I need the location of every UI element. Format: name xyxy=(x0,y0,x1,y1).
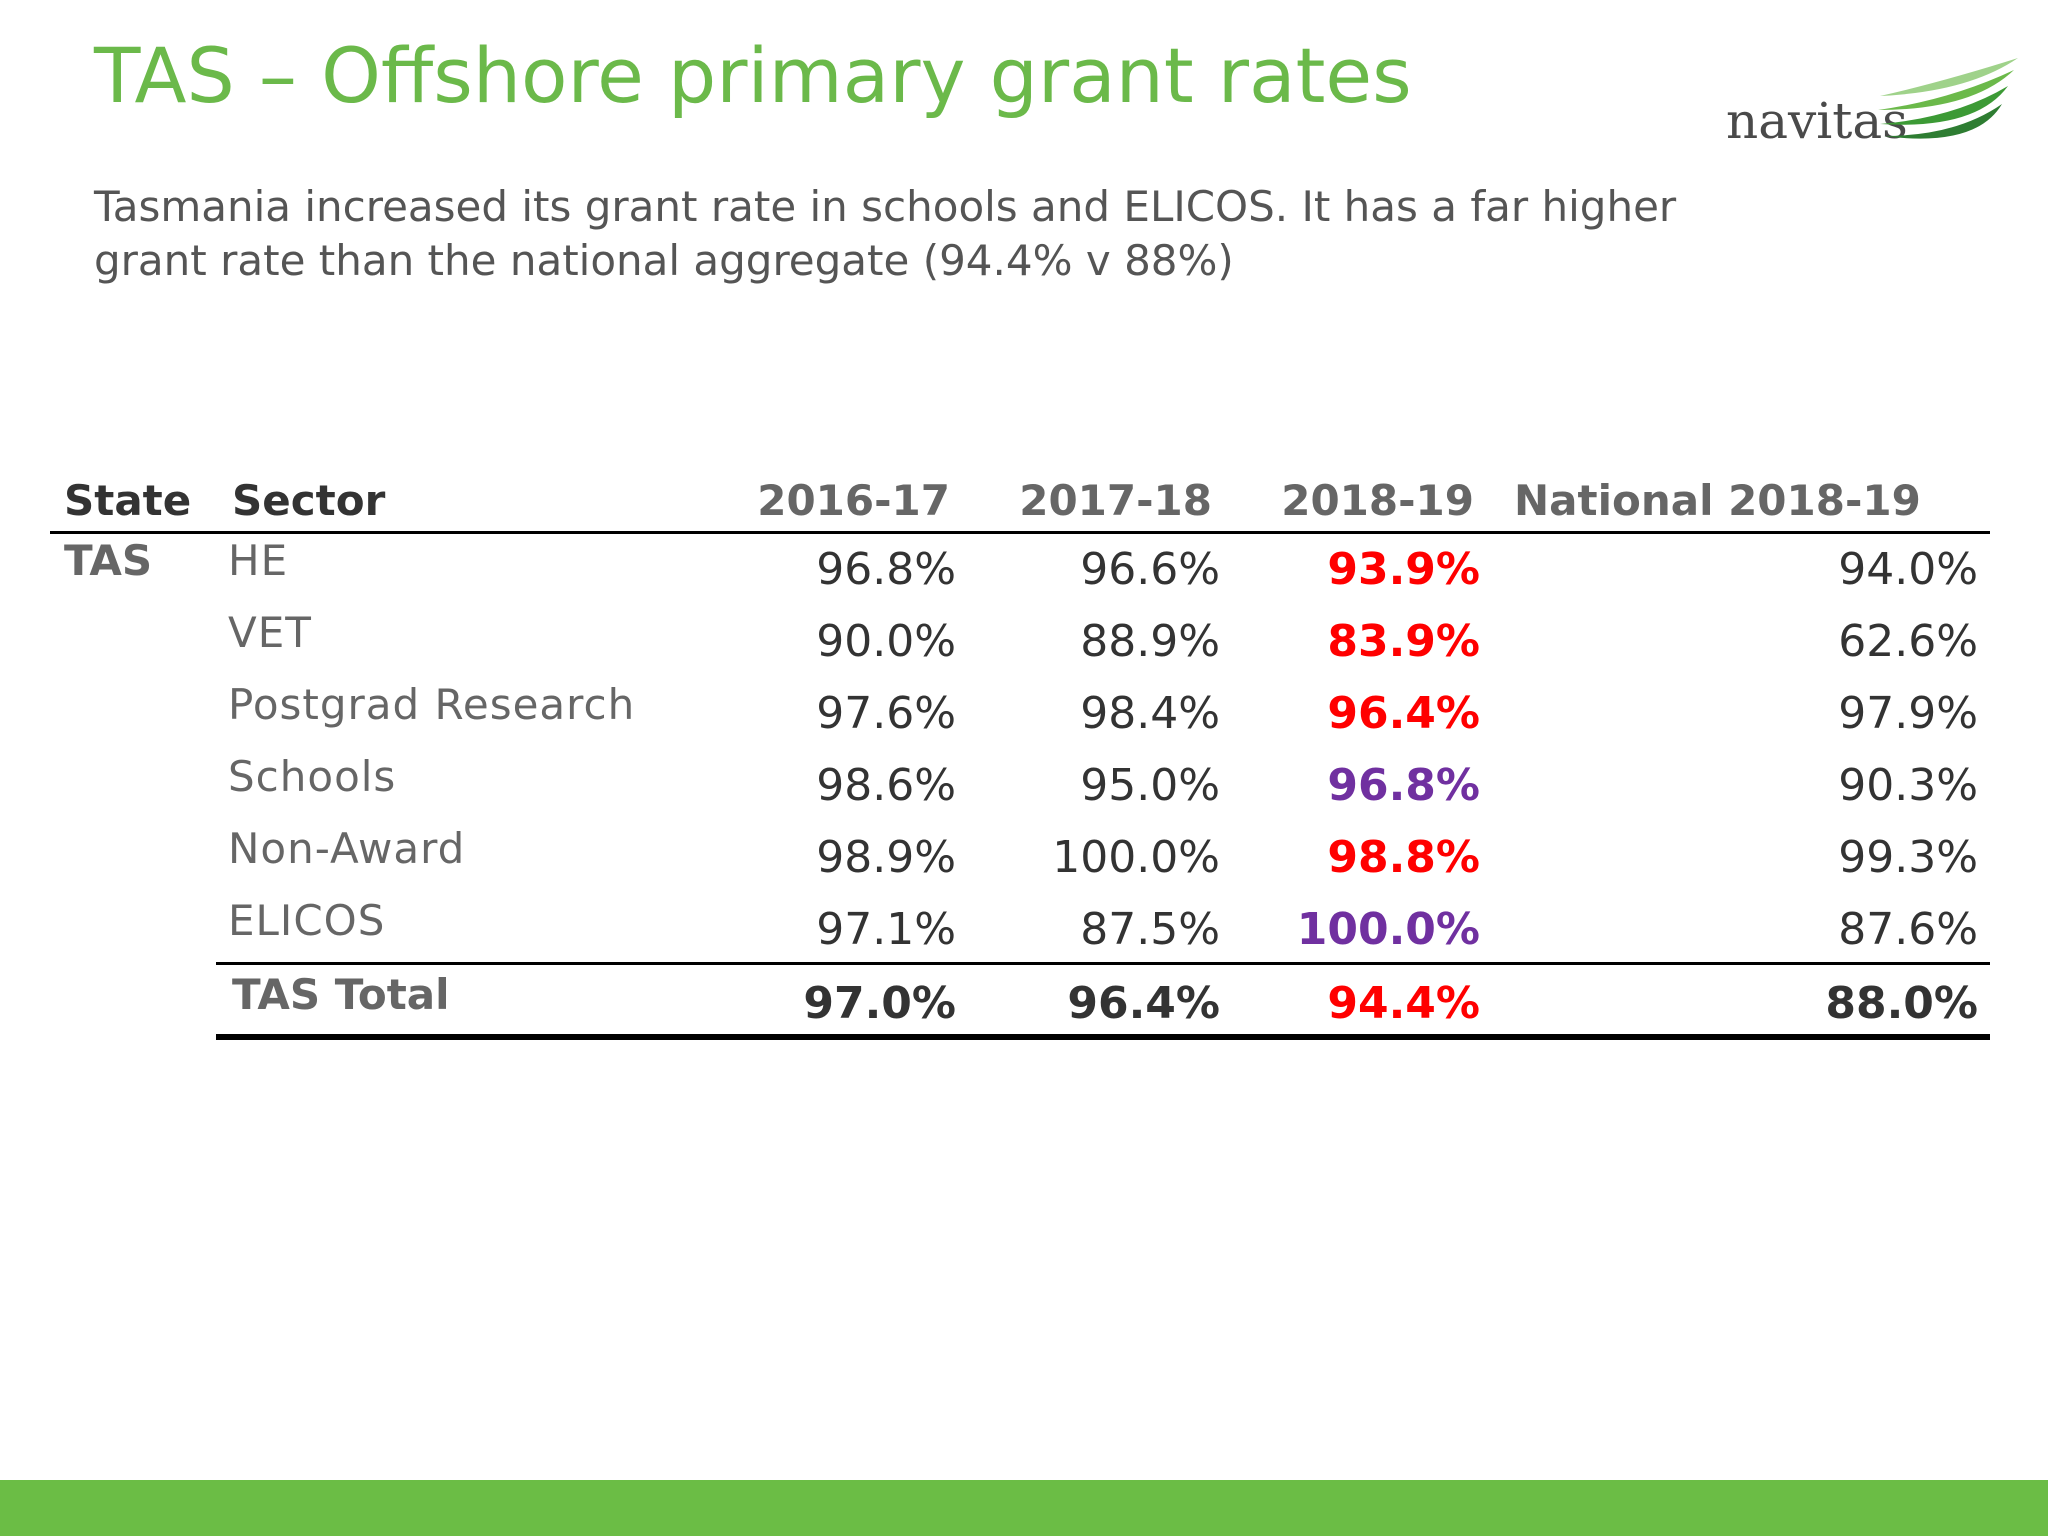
subtitle-line: Tasmania increased its grant rate in sch… xyxy=(94,182,1677,231)
rate-national: 99.3% xyxy=(1838,832,1978,883)
rate-2018-19: 100.0% xyxy=(1296,904,1480,955)
total-label: TAS Total xyxy=(232,970,450,1019)
navitas-swoosh-icon xyxy=(1878,58,2018,139)
rate-2018-19: 93.9% xyxy=(1327,544,1480,595)
navitas-logo: navitas xyxy=(1722,52,2022,152)
rate-2017-18: 88.9% xyxy=(1080,616,1220,667)
rate-2018-19: 96.4% xyxy=(1327,688,1480,739)
rate-2018-19: 83.9% xyxy=(1327,616,1480,667)
header-rule xyxy=(50,531,1990,534)
rate-national: 94.0% xyxy=(1838,544,1978,595)
header-state: State xyxy=(64,476,192,525)
rate-national: 87.6% xyxy=(1838,904,1978,955)
slide-subtitle: Tasmania increased its grant rate in sch… xyxy=(94,180,1954,288)
rate-2017-18: 96.6% xyxy=(1080,544,1220,595)
subtitle-line: grant rate than the national aggregate (… xyxy=(94,236,1234,285)
logo-text: navitas xyxy=(1726,92,1908,150)
rate-2016-17: 97.1% xyxy=(816,904,956,955)
rate-national: 90.3% xyxy=(1838,760,1978,811)
sector-cell: Non-Award xyxy=(228,824,466,873)
sector-cell: HE xyxy=(228,536,289,585)
sector-cell: Postgrad Research xyxy=(228,680,636,729)
rate-2016-17: 96.8% xyxy=(816,544,956,595)
rate-national: 62.6% xyxy=(1838,616,1978,667)
rate-2016-17: 98.9% xyxy=(816,832,956,883)
header-2017-18: 2017-18 xyxy=(1019,476,1212,525)
total-2016-17: 97.0% xyxy=(803,978,956,1029)
rate-2016-17: 98.6% xyxy=(816,760,956,811)
header-national: National 2018-19 xyxy=(1514,476,1921,525)
rate-2017-18: 100.0% xyxy=(1052,832,1220,883)
rate-national: 97.9% xyxy=(1838,688,1978,739)
rate-2018-19: 98.8% xyxy=(1327,832,1480,883)
total-bottom-rule xyxy=(216,1034,1990,1040)
rate-2017-18: 95.0% xyxy=(1080,760,1220,811)
slide-title: TAS – Offshore primary grant rates xyxy=(94,31,1412,120)
total-2018-19: 94.4% xyxy=(1327,978,1480,1029)
state-cell: TAS xyxy=(64,536,153,585)
header-2018-19: 2018-19 xyxy=(1281,476,1474,525)
header-2016-17: 2016-17 xyxy=(757,476,950,525)
rate-2016-17: 90.0% xyxy=(816,616,956,667)
sector-cell: Schools xyxy=(228,752,397,801)
total-2017-18: 96.4% xyxy=(1067,978,1220,1029)
footer-bar xyxy=(0,1480,2048,1536)
rate-2016-17: 97.6% xyxy=(816,688,956,739)
total-top-rule xyxy=(216,962,1990,965)
header-sector: Sector xyxy=(232,476,386,525)
rate-2018-19: 96.8% xyxy=(1327,760,1480,811)
sector-cell: VET xyxy=(228,608,312,657)
rate-2017-18: 98.4% xyxy=(1080,688,1220,739)
rate-2017-18: 87.5% xyxy=(1080,904,1220,955)
sector-cell: ELICOS xyxy=(228,896,386,945)
total-national: 88.0% xyxy=(1825,978,1978,1029)
